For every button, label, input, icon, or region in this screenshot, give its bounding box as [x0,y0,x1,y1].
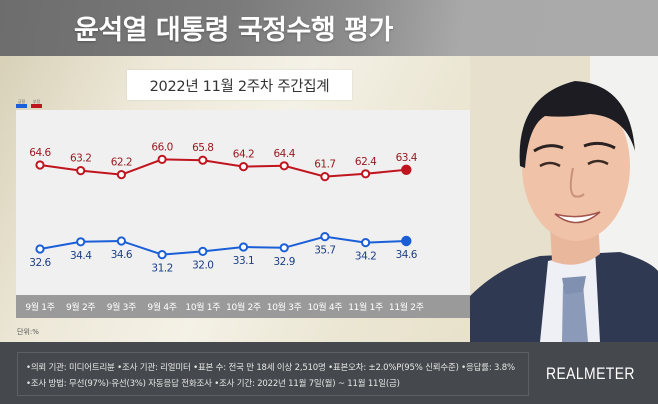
data-point [116,236,127,246]
x-axis-label: 11월 2주 [388,303,424,313]
chart-area: 64.6 63.2 62.2 66.0 65.8 64.2 64.4 61.7 62.4 63.4… [16,110,474,318]
data-point [279,161,289,171]
survey-info-line-1: •의뢰 기관: 미디어트리뷴 •조사 기관: 리얼미터 •표본 수: 전국 만 … [26,363,515,373]
x-axis-label: 9월 4주 [147,303,177,313]
x-axis-label: 10월 4주 [307,303,343,313]
data-label: 61.7 [314,159,335,171]
data-point [35,244,45,254]
data-point [238,242,249,252]
data-label: 65.8 [192,142,213,154]
data-label: 64.6 [29,147,51,159]
x-axis-label: 9월 3주 [106,303,137,313]
data-label: 34.4 [70,250,92,262]
data-label: 34.6 [396,249,418,261]
footer-panel: •의뢰 기관: 미디어트리뷴 •조사 기관: 리얼미터 •표본 수: 전국 만 … [0,342,658,404]
x-axis-bar: 9월 1주 9월 2주 9월 3주 9월 4주 10월 1주 10월 2주 10월 3주 10… [16,295,474,318]
data-label: 64.4 [274,148,296,160]
data-point [401,164,412,175]
data-point [279,243,289,253]
data-label: 32.0 [192,259,213,271]
x-axis-label: 10월 2주 [226,303,261,313]
data-label: 62.2 [111,157,132,169]
legend-label-negative: 부정 [32,99,41,104]
x-axis-label: 10월 1주 [185,303,221,313]
header-banner: 윤석열 대통령 국정수행 평가 [0,0,658,56]
data-point [157,154,167,165]
x-axis-label: 9월 2주 [66,303,96,313]
data-label: 33.1 [233,255,254,267]
data-label: 66.0 [151,141,172,153]
data-point [35,160,45,170]
chart-subtitle: 2022년 11월 2주차 주간집계 [149,78,330,95]
data-label: 62.4 [355,156,377,168]
data-label: 32.9 [274,256,295,268]
data-point [198,155,208,165]
data-point [198,246,208,256]
portrait-image [470,56,658,342]
data-point [320,172,330,182]
line-chart: 64.6 63.2 62.2 66.0 65.8 64.2 64.4 61.7 62.4 63.4… [29,141,418,275]
x-axis-label: 10월 3주 [266,303,302,313]
legend-item-positive: 긍정 [16,99,27,108]
page-title: 윤석열 대통령 국정수행 평가 [74,15,393,46]
data-point [76,166,86,176]
survey-info-line-2: •조사 방법: 무선(97%)·유선(3%) 자동응답 전화조사 •조사 기간:… [26,379,400,389]
data-label: 32.6 [29,257,51,269]
legend-swatch-positive [16,104,27,108]
data-label: 31.2 [151,263,172,275]
legend-label-positive: 긍정 [17,99,26,104]
data-point [76,237,86,247]
data-point [361,238,371,248]
data-point [401,235,412,247]
data-label: 35.7 [314,245,335,257]
survey-info-box: •의뢰 기관: 미디어트리뷴 •조사 기관: 리얼미터 •표본 수: 전국 만 … [17,352,529,396]
president-portrait [470,56,658,342]
chart-legend: 긍정 부정 [16,99,42,108]
negative-series-line [39,158,407,178]
unit-label: 단위:% [17,328,39,336]
data-point [361,169,371,179]
x-axis-label: 9월 1주 [25,303,55,313]
data-label: 63.2 [70,153,91,165]
data-label: 63.4 [396,152,418,164]
data-label: 34.6 [111,249,133,261]
legend-swatch-negative [31,104,42,108]
x-axis-label: 11월 1주 [348,303,383,313]
data-point [238,162,249,172]
subtitle-box: 2022년 11월 2주차 주간집계 [127,70,352,100]
positive-series-line [39,235,407,256]
realmeter-logo: REALMETER [546,364,635,383]
data-point [320,232,330,242]
legend-item-negative: 부정 [31,99,42,108]
data-label: 64.2 [233,149,254,161]
data-point [157,250,167,260]
data-point [116,170,127,180]
data-label: 34.2 [355,251,376,263]
